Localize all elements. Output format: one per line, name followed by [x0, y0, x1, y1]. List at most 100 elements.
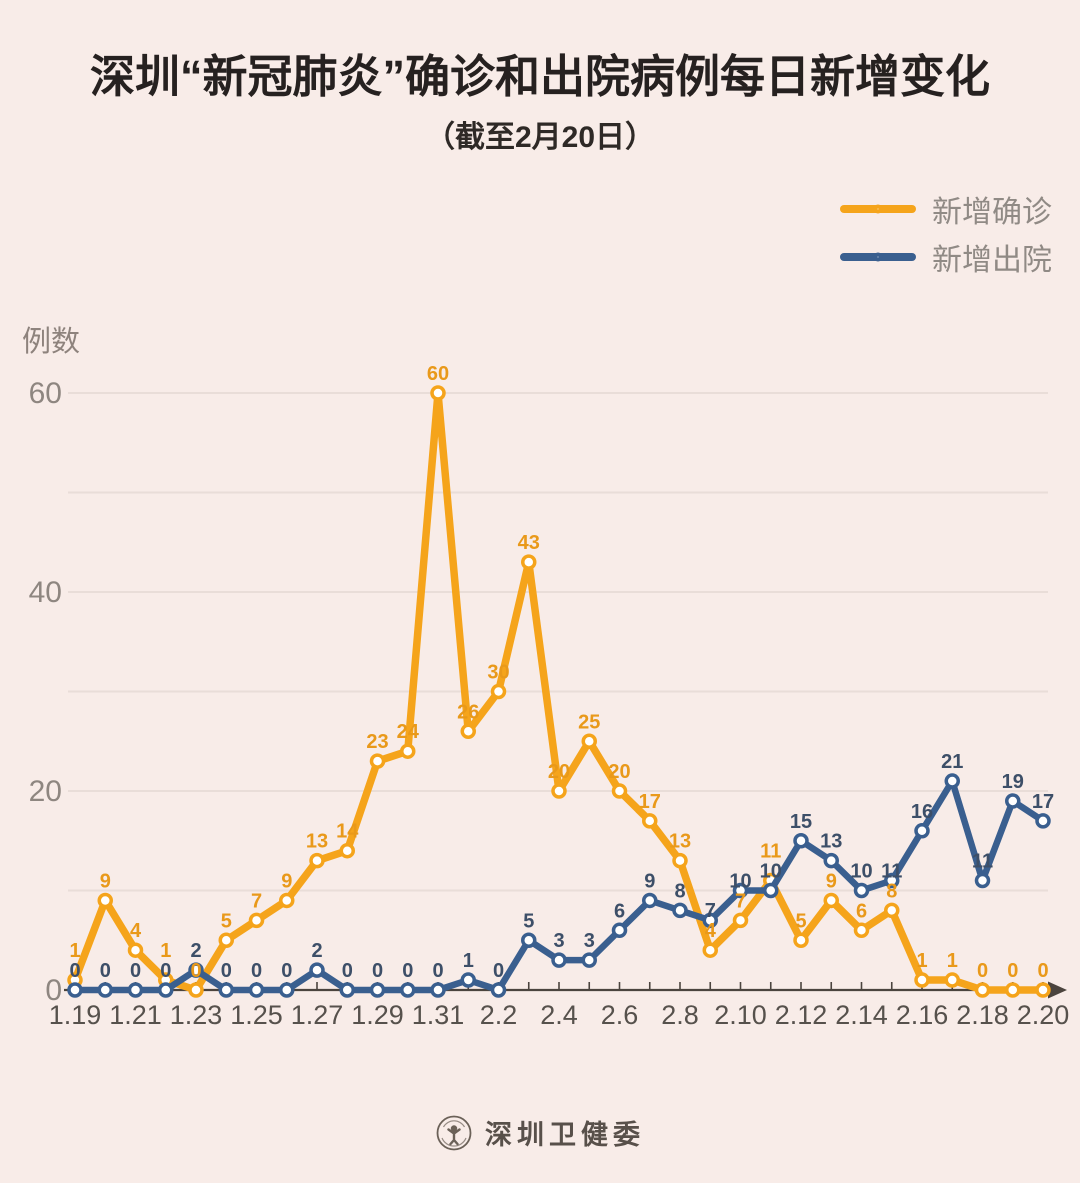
confirmed-point [400, 743, 416, 759]
confirmed-point-label: 6 [856, 900, 867, 922]
confirmed-point [97, 892, 113, 909]
discharged-point-label: 3 [553, 930, 564, 952]
discharged-point [702, 912, 718, 929]
confirmed-point-label: 8 [886, 880, 897, 902]
confirmed-point-label: 4 [130, 920, 142, 942]
discharged-point-label: 0 [402, 960, 413, 982]
confirmed-point-label: 20 [608, 761, 630, 783]
legend: 新增确诊 新增出院 [840, 192, 1052, 277]
confirmed-point [581, 733, 597, 749]
discharged-point [1005, 793, 1021, 809]
confirmed-point [884, 902, 900, 919]
discharged-point [188, 962, 204, 978]
confirmed-point [823, 892, 839, 909]
discharged-point-label: 0 [432, 960, 443, 982]
shenzhen-health-commission-logo-icon [436, 1115, 472, 1150]
x-tick-label: 2.18 [956, 1000, 1009, 1030]
x-tick-label: 1.25 [230, 1000, 283, 1030]
discharged-point [248, 982, 265, 998]
confirmed-point-label: 13 [669, 831, 691, 853]
confirmed-point [279, 892, 295, 909]
confirmed-point-label: 5 [221, 910, 232, 932]
discharged-point-label: 0 [100, 960, 111, 982]
y-axis-unit-label: 例数 [22, 326, 81, 358]
confirmed-point-label: 0 [977, 960, 988, 982]
confirmed-point [339, 842, 355, 859]
discharged-point [642, 892, 658, 909]
legend-label-discharged: 新增出院 [932, 244, 1052, 277]
discharged-point [611, 922, 628, 939]
x-tick-label: 2.2 [480, 1000, 518, 1030]
confirmed-point [460, 723, 476, 740]
confirmed-point-label: 60 [427, 363, 449, 385]
x-tick-label: 2.16 [896, 1000, 949, 1030]
confirmed-point-label: 43 [518, 532, 540, 554]
discharged-point [218, 982, 234, 998]
x-axis-arrow-icon [1048, 981, 1067, 999]
discharged-point [581, 952, 597, 968]
confirmed-point-label: 0 [1037, 960, 1048, 982]
confirmed-point-label: 7 [735, 890, 746, 912]
confirmed-series-swatch [840, 204, 916, 214]
discharged-point-label: 13 [820, 831, 842, 853]
discharged-point [672, 902, 688, 919]
x-tick-label: 2.6 [601, 1000, 639, 1030]
discharged-point [732, 882, 749, 899]
discharged-point-label: 10 [850, 861, 872, 883]
discharged-point-label: 8 [674, 880, 685, 902]
x-tick-label: 2.4 [540, 1000, 578, 1030]
confirmed-point-label: 1 [947, 950, 958, 972]
confirmed-point-label: 5 [795, 910, 806, 932]
y-tick-label: 0 [45, 974, 62, 1007]
x-tick-label: 2.14 [835, 1000, 888, 1030]
confirmed-point-label: 11 [760, 841, 781, 863]
discharged-point [309, 962, 325, 978]
discharged-point-label: 1 [463, 950, 474, 972]
discharged-point [974, 872, 991, 889]
discharged-point-label: 2 [311, 940, 322, 962]
confirmed-point [944, 972, 960, 988]
discharged-point-label: 19 [1002, 771, 1024, 793]
confirmed-point-label: 9 [100, 870, 111, 892]
discharged-point-label: 0 [251, 960, 262, 982]
discharged-point-label: 9 [644, 870, 655, 892]
discharged-point [158, 982, 174, 998]
x-tick-label: 1.27 [291, 1000, 344, 1030]
discharged-point-label: 17 [1032, 791, 1054, 813]
confirmed-point [369, 753, 386, 769]
confirmed-point [521, 554, 537, 570]
confirmed-point-label: 17 [639, 791, 661, 813]
confirmed-point [1005, 982, 1021, 998]
confirmed-point [702, 942, 718, 958]
chart-subtitle: （截至2月20日） [424, 121, 656, 154]
confirmed-point [551, 783, 567, 799]
discharged-point [1035, 813, 1051, 829]
discharged-point [551, 952, 567, 968]
discharged-point-label: 0 [160, 960, 171, 982]
y-tick-label: 60 [29, 377, 62, 410]
discharged-point [460, 972, 476, 988]
confirmed-point-label: 30 [487, 662, 509, 684]
confirmed-point-label: 7 [251, 890, 262, 912]
discharged-point [97, 982, 113, 998]
discharged-point-label: 0 [130, 960, 141, 982]
discharged-point-label: 0 [372, 960, 383, 982]
discharged-point-label: 16 [911, 801, 933, 823]
confirmed-point-label: 13 [306, 831, 328, 853]
confirmed-point [853, 922, 870, 939]
confirmed-point [127, 942, 144, 958]
confirmed-point-label: 0 [1007, 960, 1018, 982]
confirmed-point-label: 26 [457, 701, 479, 723]
discharged-point [914, 823, 930, 839]
discharged-point [127, 982, 144, 998]
discharged-point-label: 11 [972, 851, 993, 873]
discharged-point-label: 0 [69, 960, 80, 982]
confirmed-point-label: 0 [190, 960, 201, 982]
discharged-point-label: 0 [281, 960, 292, 982]
discharged-point-label: 0 [221, 960, 232, 982]
legend-item-confirmed: 新增确诊 [840, 192, 1052, 229]
footer-org-name: 深圳卫健委 [485, 1120, 645, 1150]
x-tick-label: 1.29 [351, 1000, 404, 1030]
chart-title: 深圳“新冠肺炎”确诊和出院病例每日新增变化 [89, 51, 990, 102]
confirmed-point-label: 20 [548, 761, 570, 783]
